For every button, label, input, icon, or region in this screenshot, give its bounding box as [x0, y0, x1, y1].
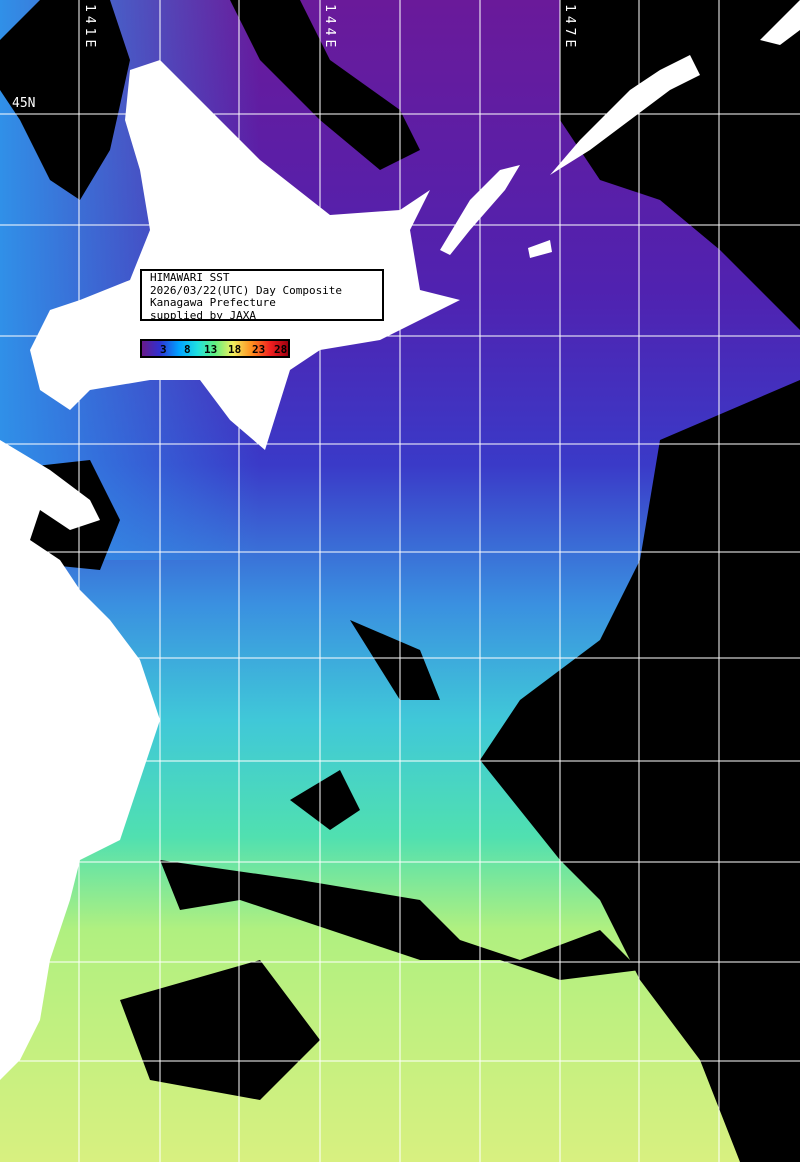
lon-label-147e: 147E [562, 4, 577, 52]
land [0, 0, 800, 1080]
colorbar: 3 8 13 18 23 28 [140, 339, 290, 358]
date-label: 2026/03/22(UTC) Day Composite [150, 283, 343, 297]
colorbar-tick: 3 [160, 343, 167, 356]
product-title: HIMAWARI SST [150, 271, 230, 284]
colorbar-tick: 8 [184, 343, 191, 356]
lat-label-45n: 45N [12, 96, 36, 111]
source-label: supplied by JAXA [150, 308, 256, 322]
provider-label: Kanagawa Prefecture [150, 296, 276, 309]
lon-label-141e: 141E [82, 4, 97, 52]
info-box: HIMAWARI SST 2026/03/22(UTC) Day Composi… [140, 269, 384, 321]
colorbar-tick: 18 [228, 343, 242, 356]
colorbar-tick: 28 [274, 343, 288, 356]
lon-label-144e: 144E [322, 4, 337, 52]
colorbar-tick: 23 [252, 343, 266, 356]
colorbar-tick: 13 [204, 343, 218, 356]
